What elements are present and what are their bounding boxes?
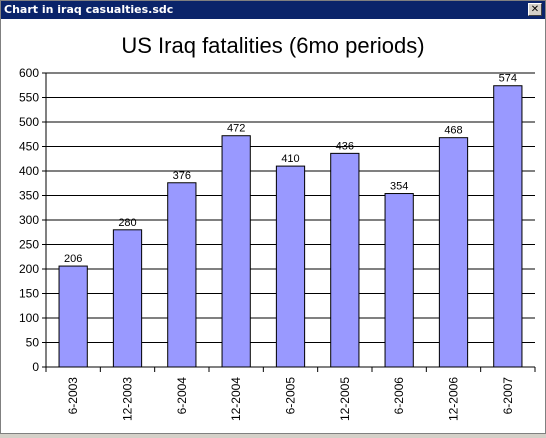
chart-title: US Iraq fatalities (6mo periods) bbox=[121, 33, 424, 58]
window-title: Chart in iraq casualties.sdc bbox=[4, 3, 174, 16]
bar-value-label: 468 bbox=[444, 125, 462, 137]
bar bbox=[438, 137, 469, 368]
y-tick-label: 200 bbox=[19, 262, 39, 276]
bar-value-label: 574 bbox=[499, 73, 517, 85]
x-tick-label: 6-2004 bbox=[175, 377, 189, 415]
x-tick-label: 12-2003 bbox=[121, 377, 135, 421]
y-tick-label: 400 bbox=[19, 164, 39, 178]
chart-bars bbox=[58, 85, 523, 368]
bar bbox=[221, 135, 251, 368]
bar-value-label: 410 bbox=[281, 153, 299, 165]
close-button[interactable]: ✕ bbox=[528, 3, 542, 16]
bar-value-label: 436 bbox=[336, 140, 354, 152]
chart-area: US Iraq fatalities (6mo periods) 206 280 3… bbox=[1, 19, 545, 433]
x-tick-label: 6-2006 bbox=[392, 377, 406, 415]
bar-value-label: 354 bbox=[390, 181, 408, 193]
x-tick-label: 12-2006 bbox=[447, 377, 461, 421]
bar-value-label: 280 bbox=[118, 217, 136, 229]
x-tick-label: 6-2007 bbox=[501, 377, 515, 415]
y-tick-label: 350 bbox=[19, 189, 39, 203]
y-tick-label: 550 bbox=[19, 91, 39, 105]
bar bbox=[493, 85, 523, 368]
bar bbox=[112, 229, 143, 368]
y-tick-label: 450 bbox=[19, 140, 39, 154]
bar-value-label: 376 bbox=[173, 170, 191, 182]
bar bbox=[330, 152, 360, 368]
x-tick-label: 6-2003 bbox=[66, 377, 80, 415]
y-axis-ticks: 0 50 100 150 200 250 300 350 400 450 500 550 600 bbox=[19, 66, 46, 374]
x-tick-label: 12-2004 bbox=[229, 377, 243, 421]
y-tick-label: 300 bbox=[19, 213, 39, 227]
bar bbox=[275, 165, 306, 368]
x-tick-label: 6-2005 bbox=[284, 377, 298, 415]
window-titlebar[interactable]: Chart in iraq casualties.sdc ✕ bbox=[1, 1, 545, 19]
x-tick-label: 12-2005 bbox=[338, 377, 352, 421]
y-tick-label: 100 bbox=[19, 311, 39, 325]
bar bbox=[58, 265, 88, 368]
bar bbox=[167, 182, 197, 368]
y-tick-label: 50 bbox=[26, 336, 40, 350]
y-tick-label: 0 bbox=[32, 360, 39, 374]
chart-data-labels: 206 280 376 472 410 436 354 468 574 bbox=[64, 73, 517, 265]
y-tick-label: 600 bbox=[19, 66, 39, 80]
close-icon: ✕ bbox=[530, 4, 540, 15]
y-tick-label: 500 bbox=[19, 115, 39, 129]
x-axis-ticks: 6-2003 12-2003 6-2004 12-2004 6-2005 12-2005 6… bbox=[45, 367, 536, 421]
y-tick-label: 150 bbox=[19, 287, 39, 301]
bar-value-label: 472 bbox=[227, 123, 245, 135]
bar-chart: US Iraq fatalities (6mo periods) 206 280 3… bbox=[19, 33, 536, 421]
bar-value-label: 206 bbox=[64, 253, 82, 265]
y-tick-label: 250 bbox=[19, 238, 39, 252]
bar bbox=[384, 193, 414, 368]
